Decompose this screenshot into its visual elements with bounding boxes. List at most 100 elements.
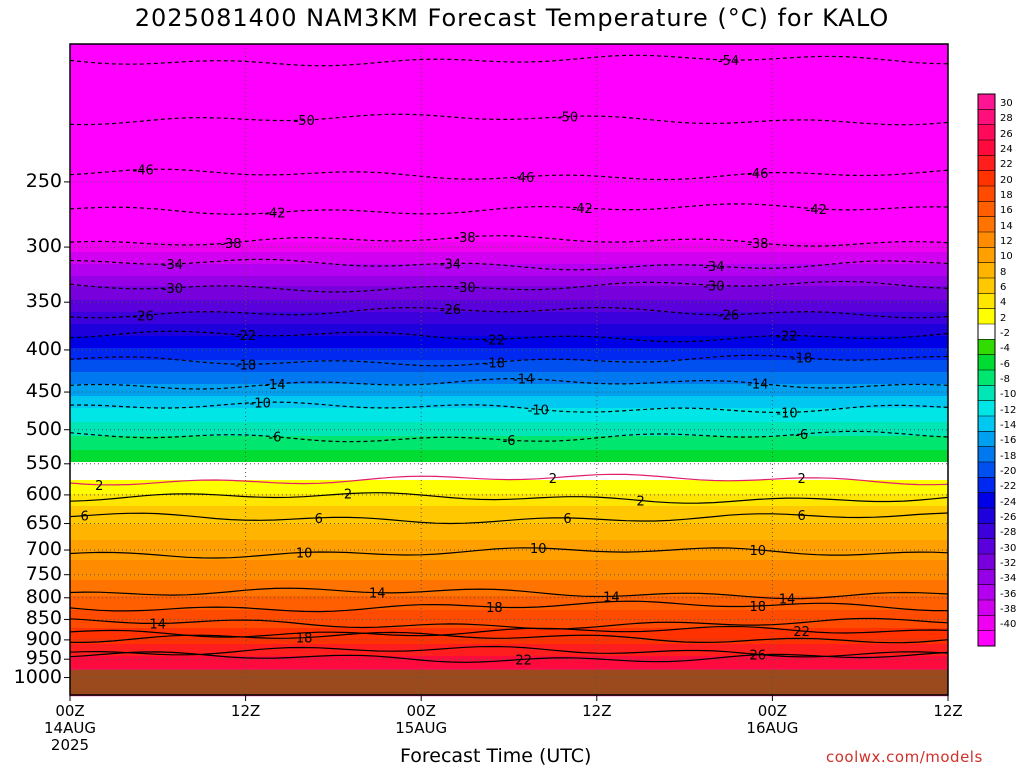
contour-label: 14 xyxy=(150,617,167,632)
colorbar-swatch xyxy=(978,462,995,478)
colorbar-swatch xyxy=(978,278,995,294)
contour-label: -34 xyxy=(162,258,183,273)
contour-label: -22 xyxy=(235,329,256,344)
colorbar-swatch xyxy=(978,155,995,172)
contour-line xyxy=(70,631,949,644)
colorbar-swatch xyxy=(978,140,995,156)
colorbar-label: 8 xyxy=(1000,266,1007,278)
contour-label: -42 xyxy=(264,207,285,222)
colorbar-label: -24 xyxy=(1000,496,1017,508)
colorbar-swatch xyxy=(978,308,995,325)
colorbar-swatch xyxy=(978,508,995,524)
colorbar-swatch xyxy=(978,446,995,463)
contour-label: 2 xyxy=(549,472,557,487)
contour-label: 22 xyxy=(515,653,532,668)
chart-title: 2025081400 NAM3KM Forecast Temperature (… xyxy=(134,4,890,32)
contour-label: -38 xyxy=(454,231,475,246)
colorbar-swatch xyxy=(978,232,995,248)
colorbar-swatch xyxy=(978,354,995,371)
temperature-fill xyxy=(70,44,948,697)
colorbar-label: -14 xyxy=(1000,420,1017,431)
colorbar-label: -12 xyxy=(1000,404,1017,416)
contour-label: -14 xyxy=(747,377,768,392)
colorbar-label: -38 xyxy=(1000,604,1017,615)
contour-line xyxy=(69,600,948,613)
contour-line xyxy=(69,651,949,663)
colorbar-label: -26 xyxy=(1000,512,1017,523)
contour-label: -42 xyxy=(572,202,593,217)
contour-line xyxy=(69,512,949,525)
colorbar-swatch xyxy=(978,492,995,509)
contour-label: -38 xyxy=(747,237,768,252)
colorbar-swatch xyxy=(978,523,995,540)
y-tick-label: 750 xyxy=(25,562,62,585)
x-tick-label: 12Z xyxy=(933,702,963,720)
colorbar-label: -18 xyxy=(1000,450,1017,462)
colorbar-label: -16 xyxy=(1000,435,1017,447)
colorbar-label: -2 xyxy=(1000,328,1010,339)
y-tick-label: 700 xyxy=(25,538,62,561)
contour-label: -10 xyxy=(250,396,271,411)
contour-label: -26 xyxy=(718,309,739,324)
colorbar-swatch xyxy=(978,538,995,555)
colorbar-label: -8 xyxy=(1000,374,1010,385)
colorbar-swatch xyxy=(978,124,995,141)
colorbar-label: 4 xyxy=(1000,297,1007,309)
colorbar-label: 24 xyxy=(1000,144,1013,155)
colorbar-swatch xyxy=(978,400,995,417)
plot-frame xyxy=(69,43,949,696)
contour-label: -14 xyxy=(513,373,534,388)
colorbar-swatch xyxy=(978,554,995,570)
contour-label: -10 xyxy=(776,406,797,421)
colorbar-label: -20 xyxy=(1000,466,1017,477)
x-tick-label: 12Z xyxy=(230,702,261,720)
colorbar-label: 30 xyxy=(1000,98,1013,109)
colorbar-label: -28 xyxy=(1000,527,1017,539)
colorbar-swatch xyxy=(978,293,995,310)
colorbar-label: 14 xyxy=(1000,220,1013,232)
contour-line xyxy=(69,547,949,559)
contour-label: -30 xyxy=(454,281,475,296)
contour-label: 14 xyxy=(369,587,386,602)
y-tick-label: 650 xyxy=(25,511,62,534)
colorbar-swatch xyxy=(978,584,995,601)
contour-label: -22 xyxy=(484,333,505,348)
contour-label: -6 xyxy=(268,431,281,446)
contour-label: -38 xyxy=(220,237,241,252)
colorbar-swatch xyxy=(978,339,995,356)
contour-label: 18 xyxy=(486,601,503,616)
contour-label: 6 xyxy=(315,512,323,527)
contour-label: -50 xyxy=(294,114,315,129)
y-tick-label: 800 xyxy=(25,585,62,608)
contour-label: -30 xyxy=(162,282,183,297)
contour-line xyxy=(69,617,949,630)
colorbar-label: 2 xyxy=(1000,312,1007,324)
contour-label: -22 xyxy=(776,330,797,345)
contour-label: -26 xyxy=(440,303,461,318)
colorbar-label: -4 xyxy=(1000,343,1010,355)
contour-label: 6 xyxy=(798,509,806,524)
colorbar-label: -34 xyxy=(1000,573,1017,585)
contour-label: 6 xyxy=(563,512,571,527)
contour-line xyxy=(69,473,949,486)
contour-label: -26 xyxy=(133,309,154,324)
contour-line xyxy=(69,587,949,600)
colorbar-swatch xyxy=(978,416,995,432)
contour-label: 2 xyxy=(344,488,352,503)
colorbar-label: 10 xyxy=(1000,251,1013,263)
y-tick-label: 350 xyxy=(25,290,62,313)
site-credit[interactable]: coolwx.com/models xyxy=(826,748,983,766)
colorbar-label: 28 xyxy=(1000,113,1013,125)
contour-label: 6 xyxy=(80,510,88,525)
colorbar-swatch xyxy=(978,615,995,632)
y-tick-label: 850 xyxy=(25,607,62,630)
colorbar-swatch xyxy=(978,431,995,448)
colorbar-label: -36 xyxy=(1000,588,1017,600)
x-tick-label: 00Z 16AUG xyxy=(746,702,799,737)
colorbar-label: -32 xyxy=(1000,558,1017,569)
contour-label: -46 xyxy=(747,167,768,182)
contour-label: 2 xyxy=(798,472,806,487)
colorbar-label: 16 xyxy=(1000,205,1013,217)
colorbar-swatch xyxy=(978,324,995,340)
